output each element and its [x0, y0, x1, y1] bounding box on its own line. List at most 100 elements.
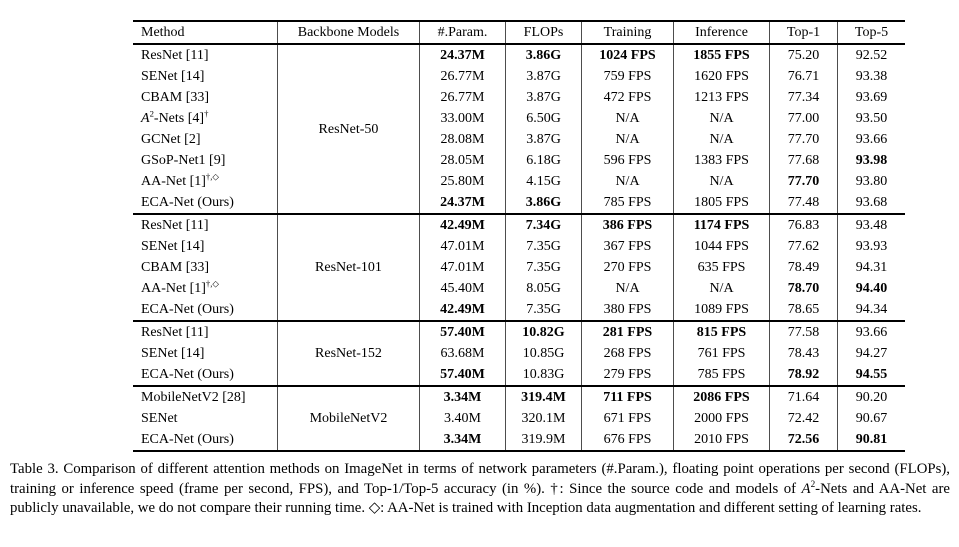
value-cell: 3.86G — [505, 192, 582, 214]
method-cell: MobileNetV2 [28] — [133, 386, 278, 408]
value-cell: 28.08M — [419, 129, 506, 150]
value-cell: 8.05G — [505, 278, 582, 299]
backbone-group: ResNet [11] ResNet-101 42.49M 7.34G 386 FPS 1… — [133, 214, 905, 321]
text-segment: MobileNetV2 [28] — [141, 390, 246, 405]
column-header: Inference — [673, 20, 770, 45]
text-segment: -Nets [4] — [153, 111, 205, 126]
value-cell: 42.49M — [419, 214, 506, 236]
value-cell: 711 FPS — [581, 386, 674, 408]
value-cell: 319.9M — [505, 429, 582, 451]
value-cell: 77.68 — [769, 150, 838, 171]
value-cell: 1620 FPS — [673, 66, 770, 87]
value-cell: 78.43 — [769, 343, 838, 364]
value-cell: 76.71 — [769, 66, 838, 87]
value-cell: 1213 FPS — [673, 87, 770, 108]
method-cell: A2-Nets [4]† — [133, 108, 278, 129]
table-row: AA-Net [1]†,◇ 45.40M 8.05G N/A N/A 78.70 94.40 — [133, 278, 905, 299]
backbone-cell: ResNet-101 — [277, 214, 420, 321]
column-header: Training — [581, 20, 674, 45]
value-cell: 472 FPS — [581, 87, 674, 108]
table-row: ResNet [11] ResNet-152 57.40M 10.82G 281 FPS… — [133, 321, 905, 386]
value-cell: 72.56 — [769, 429, 838, 451]
value-cell: 1855 FPS — [673, 44, 770, 66]
text-segment: SENet [14] — [141, 239, 205, 254]
value-cell: 26.77M — [419, 87, 506, 108]
value-cell: 78.65 — [769, 299, 838, 321]
table-row: SENet [14] 26.77M 3.87G 759 FPS 1620 FPS 76.7… — [133, 66, 905, 87]
backbone-cell: MobileNetV2 — [277, 386, 420, 451]
value-cell: 77.58 — [769, 321, 838, 343]
text-segment: A — [141, 111, 150, 126]
value-cell: 320.1M — [505, 408, 582, 429]
value-cell: 90.81 — [837, 429, 905, 451]
table-row: SENet 3.40M 320.1M 671 FPS 2000 FPS 72.42 90.6… — [133, 408, 905, 429]
value-cell: 93.69 — [837, 87, 905, 108]
value-cell: 94.31 — [837, 257, 905, 278]
text-segment: ECA-Net (Ours) — [141, 432, 234, 447]
column-header: Top-5 — [837, 20, 905, 45]
value-cell: 7.34G — [505, 214, 582, 236]
backbone-group: ResNet [11] ResNet-152 57.40M 10.82G 281 FPS… — [133, 321, 905, 386]
value-cell: 93.66 — [837, 129, 905, 150]
method-cell: CBAM [33] — [133, 257, 278, 278]
value-cell: 1174 FPS — [673, 214, 770, 236]
value-cell: 77.70 — [769, 129, 838, 150]
value-cell: 77.48 — [769, 192, 838, 214]
method-cell: SENet — [133, 408, 278, 429]
value-cell: 785 FPS — [581, 192, 674, 214]
value-cell: 815 FPS — [673, 321, 770, 343]
method-cell: ECA-Net (Ours) — [133, 429, 278, 451]
value-cell: 47.01M — [419, 257, 506, 278]
text-segment: -Nets and AA-Net are publicly unavailabl… — [10, 480, 950, 517]
value-cell: 77.70 — [769, 171, 838, 192]
value-cell: 268 FPS — [581, 343, 674, 364]
method-cell: ResNet [11] — [133, 214, 278, 236]
value-cell: 596 FPS — [581, 150, 674, 171]
value-cell: N/A — [581, 129, 674, 150]
value-cell: 1044 FPS — [673, 236, 770, 257]
text-segment: Table 3. Comparison of different attenti… — [10, 461, 950, 497]
value-cell: 3.87G — [505, 87, 582, 108]
value-cell: 3.34M — [419, 429, 506, 451]
value-cell: 94.55 — [837, 364, 905, 386]
superscript-marker: † — [204, 108, 209, 119]
table-caption: Table 3. Comparison of different attenti… — [10, 460, 950, 519]
method-cell: SENet [14] — [133, 236, 278, 257]
table-row: MobileNetV2 [28] MobileNetV2 3.34M 319.4M 71… — [133, 386, 905, 451]
column-header: Top-1 — [769, 20, 838, 45]
table-row: SENet [14] 63.68M 10.85G 268 FPS 761 FPS 78.4… — [133, 343, 905, 364]
value-cell: 28.05M — [419, 150, 506, 171]
value-cell: 47.01M — [419, 236, 506, 257]
method-cell: ECA-Net (Ours) — [133, 192, 278, 214]
text-segment: AA-Net [1] — [141, 281, 206, 296]
table-row: CBAM [33] 26.77M 3.87G 472 FPS 1213 FPS 77.34… — [133, 87, 905, 108]
text-segment: ECA-Net (Ours) — [141, 367, 234, 382]
value-cell: 93.48 — [837, 214, 905, 236]
value-cell: 2010 FPS — [673, 429, 770, 451]
value-cell: 90.67 — [837, 408, 905, 429]
value-cell: 78.70 — [769, 278, 838, 299]
results-table: Method Backbone Models #.Param. FLOPs Traini… — [133, 20, 905, 452]
text-segment: GSoP-Net1 [9] — [141, 153, 226, 168]
table-row: GCNet [2] 28.08M 3.87G N/A N/A 77.70 93.66 — [133, 129, 905, 150]
value-cell: 1089 FPS — [673, 299, 770, 321]
value-cell: 270 FPS — [581, 257, 674, 278]
value-cell: 4.15G — [505, 171, 582, 192]
value-cell: 24.37M — [419, 44, 506, 66]
method-cell: AA-Net [1]†,◇ — [133, 171, 278, 192]
value-cell: 93.66 — [837, 321, 905, 343]
text-segment: ECA-Net (Ours) — [141, 302, 234, 317]
value-cell: 671 FPS — [581, 408, 674, 429]
value-cell: 92.52 — [837, 44, 905, 66]
value-cell: N/A — [673, 108, 770, 129]
value-cell: 93.50 — [837, 108, 905, 129]
value-cell: N/A — [581, 278, 674, 299]
method-cell: CBAM [33] — [133, 87, 278, 108]
value-cell: 1024 FPS — [581, 44, 674, 66]
value-cell: 94.27 — [837, 343, 905, 364]
value-cell: 761 FPS — [673, 343, 770, 364]
backbone-cell: ResNet-50 — [277, 44, 420, 214]
value-cell: 72.42 — [769, 408, 838, 429]
table-row: ECA-Net (Ours) 42.49M 7.35G 380 FPS 1089 FPS… — [133, 299, 905, 321]
